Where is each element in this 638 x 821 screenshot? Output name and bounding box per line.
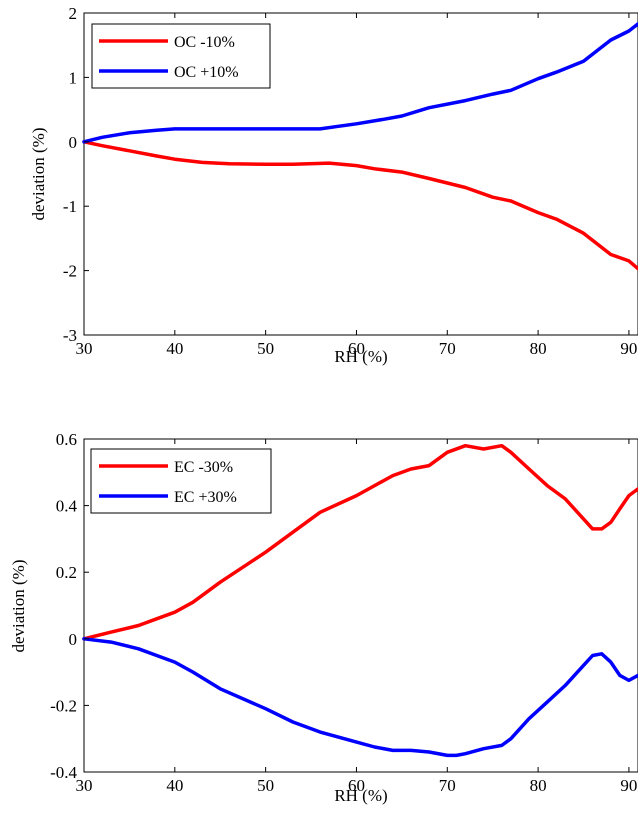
series-line-blue [82,22,638,144]
y-tick-label: 0.2 [56,563,77,582]
y-tick-label: 0 [69,630,78,649]
chart-oc: 30 40 50 60 70 80 90 -3 -2 -1 0 1 2 RH (%) deviation… [29,4,638,366]
chart-ec-ticks: 30 40 50 60 70 80 90 -0.4 -0.2 0 0.2 0.4 0.6 [50,430,637,795]
chart-oc-ticks: 30 40 50 60 70 80 90 -3 -2 -1 0 1 2 [63,4,638,358]
series-line-blue [82,637,638,758]
legend-label-oc-plus: OC +10% [174,64,239,81]
y-tick-label: -0.2 [50,696,77,715]
x-tick-label: 50 [257,339,274,358]
x-tick-label: 50 [257,776,274,795]
y-axis-label: deviation (%) [29,128,48,221]
x-tick-label: 40 [166,776,183,795]
x-tick-label: 40 [166,339,183,358]
x-tick-label: 30 [76,776,93,795]
x-tick-label: 60 [348,776,365,795]
y-tick-label: 2 [69,4,78,23]
x-tick-label: 90 [620,776,637,795]
series-line-red [82,443,638,641]
x-tick-label: 30 [76,339,93,358]
legend: EC -30% EC +30% [90,448,272,514]
series-line-red [82,140,638,271]
x-tick-label: 80 [530,339,547,358]
legend-label-oc-minus: OC -10% [174,34,235,51]
x-tick-label: 60 [348,339,365,358]
legend-label-ec-plus: EC +30% [174,489,237,506]
x-tick-label: 70 [439,776,456,795]
y-tick-label: 0 [69,133,78,152]
legend-box [90,448,272,514]
y-tick-label: 0.6 [56,430,77,449]
x-tick-label: 90 [620,339,637,358]
y-tick-label: -3 [63,326,77,345]
legend: OC -10% OC +10% [91,23,271,89]
y-tick-label: -1 [63,197,77,216]
y-axis-label: deviation (%) [9,560,28,653]
legend-label-ec-minus: EC -30% [174,459,233,476]
y-tick-label: 1 [69,68,78,87]
x-axis-label: RH (%) [334,347,387,366]
chart-oc-marks [82,22,638,271]
y-tick-label: -0.4 [50,763,77,782]
chart-ec: 30 40 50 60 70 80 90-0.4-0.200.20.40.6 RH (%) … [9,430,638,805]
chart-ec-marks [82,443,638,758]
x-tick-label: 80 [530,776,547,795]
y-tick-label: 0.4 [56,497,78,516]
x-tick-label: 70 [439,339,456,358]
legend-box [91,23,271,89]
x-axis-label: RH (%) [334,786,387,805]
y-tick-label: -2 [63,262,77,281]
